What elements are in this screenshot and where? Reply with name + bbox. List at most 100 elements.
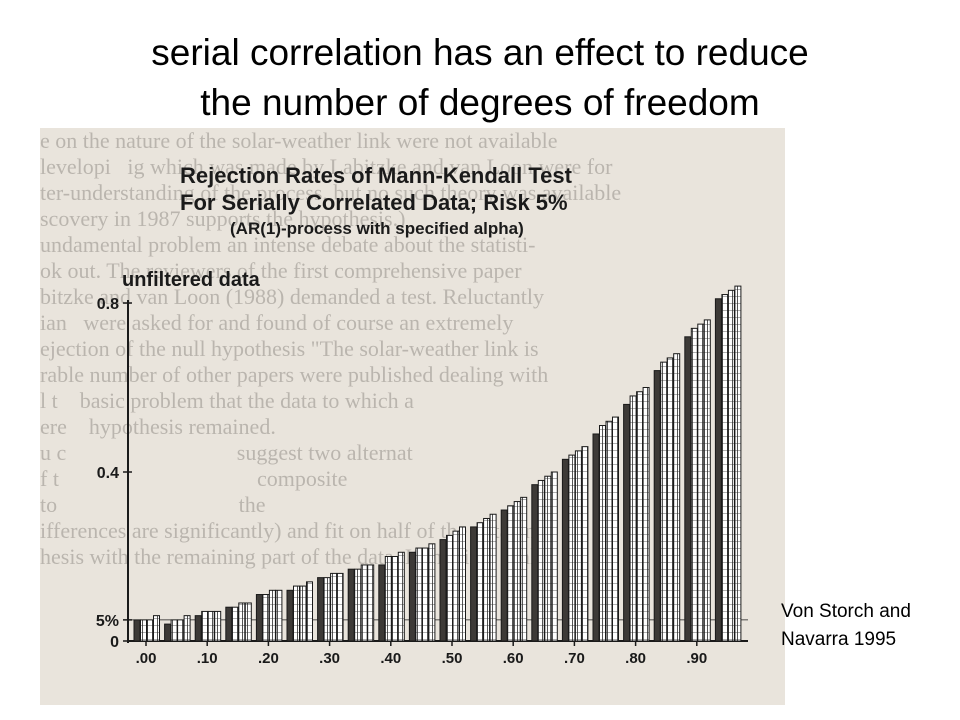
chart-marks: 0.8 0.4 5% 0 .00 .10 .20 .30 .40 .50 .60 .70 .80 .90 [96, 285, 748, 667]
background-text-line: ok out. The reviewers of the first compr… [40, 258, 522, 283]
bar [225, 606, 233, 642]
bar [367, 564, 375, 642]
bar [421, 547, 429, 642]
bar [531, 484, 539, 642]
background-text-line: ter-understanding of the process, but no… [40, 180, 622, 205]
bar [452, 530, 460, 642]
bar [550, 471, 558, 642]
background-text-line: l t basic problem that the data to which… [40, 388, 414, 413]
rejection-rate-chart: 0.80.45%0.00.10.20.30.40.50.60.70.80.90 … [96, 163, 748, 667]
bar [323, 577, 331, 642]
bar [500, 509, 508, 642]
x-tick-label: .80 [625, 650, 646, 667]
bar [721, 294, 729, 642]
bar [459, 526, 466, 642]
x-tick-label: .00 [136, 650, 157, 667]
bar [262, 594, 270, 642]
x-tick-label: .20 [258, 650, 279, 667]
credit-caption: Von Storch and Navarra 1995 [781, 598, 956, 654]
background-page-text: e on the nature of the solar-weather lin… [40, 128, 785, 705]
background-text-line: bitzke and van Loon (1988) demanded a te… [40, 284, 545, 309]
bar [612, 416, 619, 642]
bar [544, 475, 552, 642]
bar [507, 505, 515, 642]
bar [153, 615, 160, 642]
bar [476, 522, 484, 642]
y-tick-label: 5% [96, 613, 119, 630]
bar [489, 513, 497, 642]
bar [568, 454, 576, 642]
bar [714, 298, 722, 642]
bar [306, 581, 313, 642]
y-tick-label: 0.8 [97, 296, 119, 313]
bar [581, 446, 589, 642]
panel-label: unfiltered data [122, 269, 261, 291]
bar [483, 517, 491, 642]
bar [384, 556, 392, 642]
bar [336, 572, 344, 642]
chart-subtitle: (AR(1)-process with specified alpha) [230, 219, 524, 238]
bar [561, 458, 569, 642]
bar [293, 585, 300, 642]
bar [286, 589, 294, 642]
chart-title: Rejection Rates of Mann-Kendall Test [180, 163, 573, 188]
chart-title-line-2: For Serially Correlated Data; Risk 5% [180, 190, 568, 215]
credit-line-2: Navarra 1995 [781, 629, 897, 650]
bar [537, 479, 545, 642]
background-text-line: rable number of other papers were publis… [40, 362, 549, 387]
background-text-line: ejection of the null hypothesis "The sol… [40, 336, 539, 361]
bar [194, 615, 202, 642]
bar [275, 589, 283, 642]
background-text-line: levelopi ig which was made by Labitzke a… [40, 154, 613, 179]
bar [183, 615, 191, 642]
slide-title-line-1: serial correlation has an effect to redu… [151, 32, 809, 73]
bar [133, 619, 141, 642]
bar [146, 619, 154, 642]
bar [244, 602, 252, 642]
bar [636, 391, 644, 642]
bar [347, 568, 355, 642]
credit-line-1: Von Storch and [781, 601, 911, 622]
bar [513, 501, 521, 642]
bar [690, 327, 698, 642]
bar [605, 420, 613, 642]
bar [673, 353, 681, 642]
bar [520, 496, 528, 642]
slide-title-line-2: the number of degrees of freedom [200, 82, 760, 123]
x-tick-label: .10 [197, 650, 218, 667]
bar [642, 387, 650, 642]
bar [360, 564, 368, 642]
bar [660, 361, 668, 642]
background-text-line: ere hypothesis remained. [40, 414, 276, 439]
bar [177, 619, 185, 642]
background-text-line: e on the nature of the solar-weather lin… [40, 128, 558, 153]
bar [470, 526, 478, 642]
bar [697, 323, 705, 642]
x-tick-label: .60 [503, 650, 524, 667]
bar [446, 534, 453, 642]
bar [415, 547, 423, 642]
bar [330, 572, 338, 642]
bar [666, 357, 674, 642]
bar [214, 610, 222, 642]
bar [727, 289, 735, 642]
background-text-line: u c suggest two alternat [40, 440, 413, 465]
bar [378, 564, 386, 642]
bar [164, 623, 172, 642]
bar [207, 610, 215, 642]
x-tick-label: .70 [564, 650, 585, 667]
x-tick-label: .90 [686, 650, 707, 667]
background-text-line: to the [40, 492, 266, 517]
background-text-line: undamental problem an intense debate abo… [40, 232, 536, 257]
slide-title: serial correlation has an effect to redu… [0, 28, 960, 128]
bar [317, 577, 325, 642]
x-tick-label: .50 [442, 650, 463, 667]
bar [255, 594, 263, 642]
x-tick-label: .30 [319, 650, 340, 667]
background-text-line: ian were asked for and found of course a… [40, 310, 514, 335]
y-tick-label: 0 [110, 634, 119, 651]
bar [238, 602, 246, 642]
bar [574, 450, 582, 642]
bar [397, 551, 405, 642]
bar [599, 425, 606, 642]
